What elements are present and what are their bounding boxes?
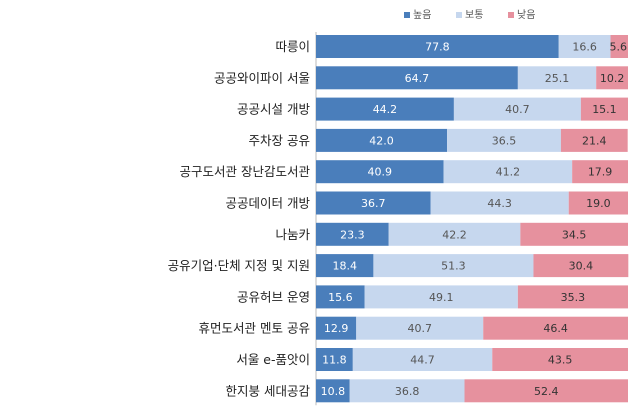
bar-segment-낮음 bbox=[610, 35, 628, 58]
bar-segment-높음 bbox=[316, 191, 431, 215]
bar-segment-보통 bbox=[430, 191, 569, 215]
value-label: 15.6 bbox=[328, 291, 353, 304]
value-label: 18.4 bbox=[332, 260, 357, 273]
bar-segment-높음 bbox=[316, 316, 357, 340]
bar-segment-높음 bbox=[316, 348, 353, 371]
value-label: 30.4 bbox=[569, 260, 594, 273]
legend-swatch-2 bbox=[508, 12, 514, 18]
bar-segment-높음 bbox=[316, 285, 365, 309]
bar-segment-낮음 bbox=[492, 348, 628, 371]
value-label: 19.0 bbox=[586, 197, 611, 210]
bar-segment-보통 bbox=[443, 160, 573, 184]
value-label: 36.7 bbox=[361, 197, 386, 210]
category-label: 한지붕 세대공감 bbox=[226, 383, 311, 398]
bar-segment-보통 bbox=[453, 97, 581, 121]
category-label: 공공시설 개방 bbox=[237, 102, 310, 117]
legend-swatch-0 bbox=[404, 12, 410, 18]
legend-label-1: 보통 bbox=[465, 9, 483, 21]
value-label: 25.1 bbox=[545, 72, 570, 85]
category-label: 공공데이터 개방 bbox=[226, 196, 311, 211]
value-label: 23.3 bbox=[340, 228, 365, 241]
bar-segment-보통 bbox=[388, 222, 521, 246]
bar-segment-높음 bbox=[316, 66, 518, 90]
value-label: 49.1 bbox=[429, 291, 454, 304]
value-label: 34.5 bbox=[562, 228, 587, 241]
value-label: 35.3 bbox=[561, 291, 586, 304]
value-labels: 77.8 16.6 5.6 64.7 25.1 10.2 44.2 40.7 15.1 42.0 3… bbox=[321, 41, 627, 398]
legend-label-2: 낮음 bbox=[517, 9, 535, 21]
bar-segment-높음 bbox=[316, 254, 374, 278]
category-label: 휴먼도서관 멘토 공유 bbox=[199, 321, 310, 336]
bar-segment-낮음 bbox=[568, 191, 628, 215]
bar-segment-보통 bbox=[517, 66, 597, 90]
bar-segment-보통 bbox=[373, 254, 534, 278]
bar-segment-보통 bbox=[364, 285, 518, 309]
value-label: 16.6 bbox=[572, 41, 597, 54]
bar-segment-높음 bbox=[316, 128, 448, 152]
bar-segment-보통 bbox=[352, 348, 493, 371]
bar-segment-낮음 bbox=[572, 160, 628, 184]
category-label: 주차장 공유 bbox=[249, 133, 310, 148]
bar-segment-낮음 bbox=[464, 379, 628, 403]
category-label: 공유허브 운영 bbox=[237, 289, 310, 304]
value-label: 11.8 bbox=[322, 354, 347, 367]
bar-segment-높음 bbox=[316, 379, 350, 403]
bar-segment-낮음 bbox=[483, 316, 628, 340]
value-label: 17.9 bbox=[588, 166, 613, 179]
legend-swatch-1 bbox=[456, 12, 462, 18]
value-label: 77.8 bbox=[425, 41, 450, 54]
category-label: 공유기업·단체 지정 및 지원 bbox=[168, 258, 310, 273]
value-label: 44.3 bbox=[487, 197, 512, 210]
value-label: 40.7 bbox=[407, 322, 432, 335]
bar-segment-높음 bbox=[316, 35, 559, 58]
value-label: 40.7 bbox=[505, 103, 530, 116]
value-label: 36.8 bbox=[395, 385, 420, 398]
bar-segment-낮음 bbox=[560, 128, 628, 152]
category-label: 나눔카 bbox=[275, 227, 310, 242]
category-label: 공공와이파이 서울 bbox=[214, 70, 310, 85]
bar-segment-높음 bbox=[316, 160, 444, 184]
value-label: 21.4 bbox=[582, 134, 607, 147]
value-label: 5.6 bbox=[610, 41, 628, 54]
value-label: 42.0 bbox=[369, 134, 394, 147]
category-label: 공구도서관 장난감도서관 bbox=[180, 164, 311, 179]
value-label: 43.5 bbox=[548, 354, 573, 367]
bar-segment-보통 bbox=[558, 35, 611, 58]
value-label: 64.7 bbox=[405, 72, 430, 85]
bar-segment-높음 bbox=[316, 222, 389, 246]
value-label: 42.2 bbox=[442, 228, 467, 241]
bar-segment-낮음 bbox=[517, 285, 628, 309]
category-label: 서울 e-품앗이 bbox=[236, 352, 310, 367]
value-label: 52.4 bbox=[534, 385, 559, 398]
value-label: 12.9 bbox=[324, 322, 349, 335]
value-label: 40.9 bbox=[368, 166, 393, 179]
value-label: 51.3 bbox=[441, 260, 466, 273]
value-label: 46.4 bbox=[543, 322, 568, 335]
category-label: 따릉이 bbox=[275, 39, 310, 54]
legend: 높음 보통 낮음 bbox=[404, 9, 535, 21]
bar-segment-낮음 bbox=[596, 66, 628, 90]
value-label: 36.5 bbox=[492, 134, 517, 147]
value-label: 15.1 bbox=[592, 103, 617, 116]
bar-segment-낮음 bbox=[580, 97, 628, 121]
value-label: 10.8 bbox=[321, 385, 346, 398]
bar-segment-보통 bbox=[349, 379, 465, 403]
bar-segment-낮음 bbox=[520, 222, 628, 246]
legend-label-0: 높음 bbox=[413, 9, 431, 21]
value-label: 41.2 bbox=[496, 166, 521, 179]
bar-segment-높음 bbox=[316, 97, 454, 121]
bar-segment-보통 bbox=[356, 316, 484, 340]
value-label: 44.2 bbox=[373, 103, 398, 116]
value-label: 10.2 bbox=[600, 72, 625, 85]
value-label: 44.7 bbox=[410, 354, 435, 367]
bar-segment-보통 bbox=[447, 128, 561, 152]
bar-segment-낮음 bbox=[533, 254, 629, 278]
bars bbox=[316, 35, 629, 403]
